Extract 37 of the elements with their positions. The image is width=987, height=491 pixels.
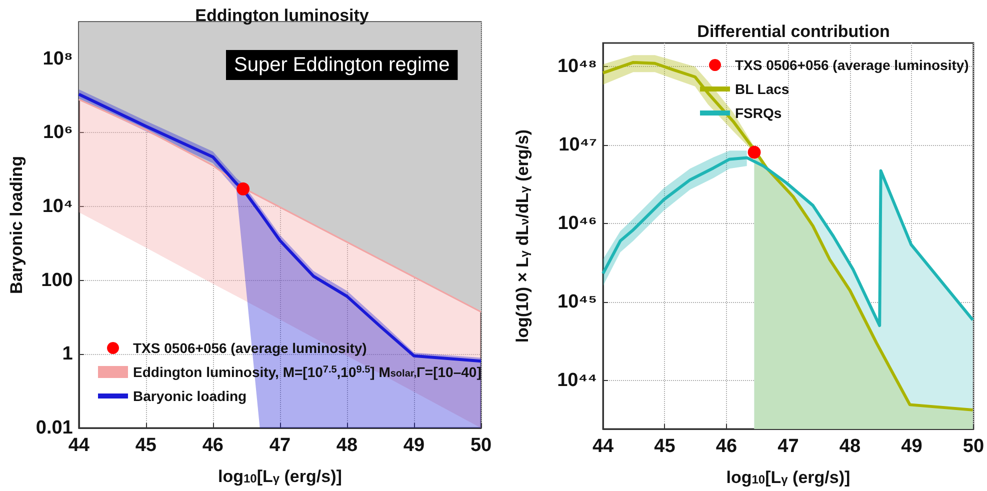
x-tick-label: 46	[202, 435, 224, 456]
x-tick-label: 45	[654, 436, 676, 457]
legend-label: BL Lacs	[735, 81, 790, 97]
y-tick-label: 1	[62, 344, 74, 365]
y-tick-label: 10⁴⁴	[557, 370, 597, 391]
y-axis-title: Baryonic loading	[7, 156, 26, 294]
x-axis-title: log10[Lγ (erg/s)]	[218, 467, 342, 486]
legend-label: TXS 0506+056 (average luminosity)	[133, 340, 367, 356]
y-tick-label: 10⁸	[42, 48, 73, 70]
annotation: Super Eddington regime	[234, 54, 450, 76]
legend-label: Baryonic loading	[133, 388, 247, 404]
line-series	[602, 60, 974, 412]
y-tick-label: 10⁶	[42, 122, 73, 144]
x-tick-label: 49	[403, 435, 425, 456]
y-tick-label: 10⁴⁷	[558, 134, 598, 156]
x-axis-title: log10[Lγ (erg/s)]	[726, 468, 850, 487]
legend-label: FSRQs	[735, 105, 782, 121]
x-tick-label: 45	[135, 435, 157, 456]
x-tick-label: 50	[962, 436, 984, 457]
y-tick-label: 10⁴⁸	[557, 56, 597, 78]
line-series	[77, 92, 482, 363]
legend-label: TXS 0506+056 (average luminosity)	[735, 57, 969, 73]
x-tick-label: 48	[839, 436, 861, 457]
y-tick-label: 10⁴⁶	[558, 213, 597, 234]
x-tick-label: 46	[716, 436, 738, 457]
y-axis-title: log(10) × Lγ dLν/dLγ (erg/s)	[513, 129, 532, 343]
x-tick-label: 49	[901, 436, 922, 457]
y-tick-label: 100	[41, 270, 73, 291]
chart-title: Differential contribution	[697, 22, 890, 41]
y-tick-label: 10⁴	[42, 196, 73, 218]
x-tick-label: 47	[778, 436, 799, 457]
chart-title: Eddington luminosity	[195, 6, 370, 25]
x-tick-label: 44	[592, 436, 614, 457]
y-tick-label: 10⁴⁵	[558, 291, 597, 312]
x-tick-label: 47	[269, 435, 291, 456]
x-tick-label: 48	[336, 435, 358, 456]
x-tick-label: 50	[470, 435, 492, 456]
